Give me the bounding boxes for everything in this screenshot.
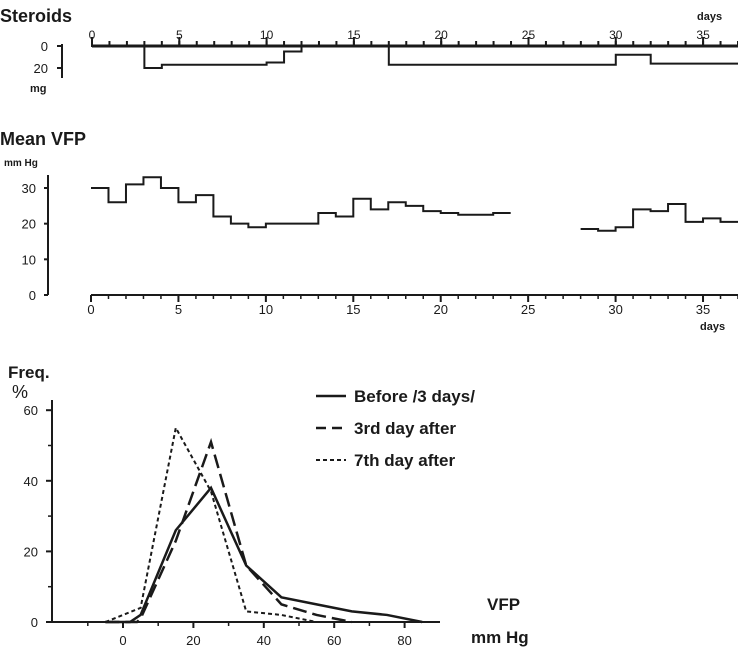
- steroids-x-tick-label: 0: [89, 28, 96, 42]
- legend-label: 3rd day after: [354, 419, 456, 438]
- vfp-y-tick-label: 20: [22, 217, 36, 232]
- steroids-x-tick-label: 35: [696, 28, 710, 42]
- legend: Before /3 days/3rd day after 7th day afte…: [316, 387, 475, 470]
- freq-y-tick-label: 60: [24, 403, 38, 418]
- freq-series-line-dashed: [105, 437, 353, 624]
- mean-vfp-panel: 0 5 10 15 20 25 30 35 0 10 20 30: [22, 175, 738, 317]
- freq-x-tick-label: 40: [257, 633, 271, 648]
- steroids-x-tick-label: 15: [347, 28, 361, 42]
- legend-label: Before /3 days/: [354, 387, 475, 406]
- vfp-y-tick-label: 10: [22, 252, 36, 267]
- steroids-x-tick-label: 30: [609, 28, 623, 42]
- steroids-x-tick-label: 20: [435, 28, 449, 42]
- vfp-y-tick-label: 30: [22, 181, 36, 196]
- vfp-x-tick-label: 0: [87, 302, 94, 317]
- steroids-dose-line: [92, 45, 738, 69]
- percent-label: %: [12, 382, 28, 402]
- steroids-x-tick-label: 5: [176, 28, 183, 42]
- vfp-x-tick-label: 30: [608, 302, 622, 317]
- freq-y-tick-label: 40: [24, 474, 38, 489]
- frequency-panel: 0 20 40 60 80 0 20 40 60: [24, 400, 440, 648]
- freq-y-tick-label: 0: [31, 615, 38, 630]
- steroids-y-tick-label: 0: [41, 39, 48, 54]
- steroids-panel: 0 5 10 15 20 25 30 35 0 20: [34, 28, 738, 78]
- freq-xlabel: VFP: [487, 595, 520, 614]
- vfp-days-label: days: [700, 321, 725, 333]
- vfp-x-tick-label: 25: [521, 302, 535, 317]
- vfp-mean-line-segment: [580, 203, 738, 232]
- vfp-x-tick-label: 10: [259, 302, 273, 317]
- vfp-unit-label: mm Hg: [4, 158, 38, 169]
- vfp-x-tick-label: 35: [696, 302, 710, 317]
- freq-x-tick-label: 20: [186, 633, 200, 648]
- vfp-title: Mean VFP: [0, 129, 86, 149]
- steroids-title: Steroids: [0, 6, 72, 26]
- steroids-days-label: days: [697, 11, 722, 23]
- steroids-x-tick-label: 10: [260, 28, 274, 42]
- freq-series-line-dotted: [105, 424, 317, 623]
- vfp-x-tick-label: 5: [175, 302, 182, 317]
- legend-label: 7th day after: [354, 451, 455, 470]
- steroids-x-tick-label: 25: [522, 28, 536, 42]
- vfp-y-tick-label: 0: [29, 288, 36, 303]
- steroids-y-tick-label: 20: [34, 61, 48, 76]
- steroids-unit-label: mg: [30, 83, 47, 95]
- vfp-x-tick-label: 15: [346, 302, 360, 317]
- freq-series-line-solid: [105, 485, 423, 624]
- freq-x-tick-label: 0: [119, 633, 126, 648]
- freq-x-tick-label: 60: [327, 633, 341, 648]
- freq-y-tick-label: 20: [24, 544, 38, 559]
- vfp-x-tick-label: 20: [433, 302, 447, 317]
- vfp-mean-line-segment: [91, 176, 511, 229]
- freq-label: Freq.: [8, 363, 50, 382]
- freq-xunit: mm Hg: [471, 628, 529, 647]
- freq-x-tick-label: 80: [397, 633, 411, 648]
